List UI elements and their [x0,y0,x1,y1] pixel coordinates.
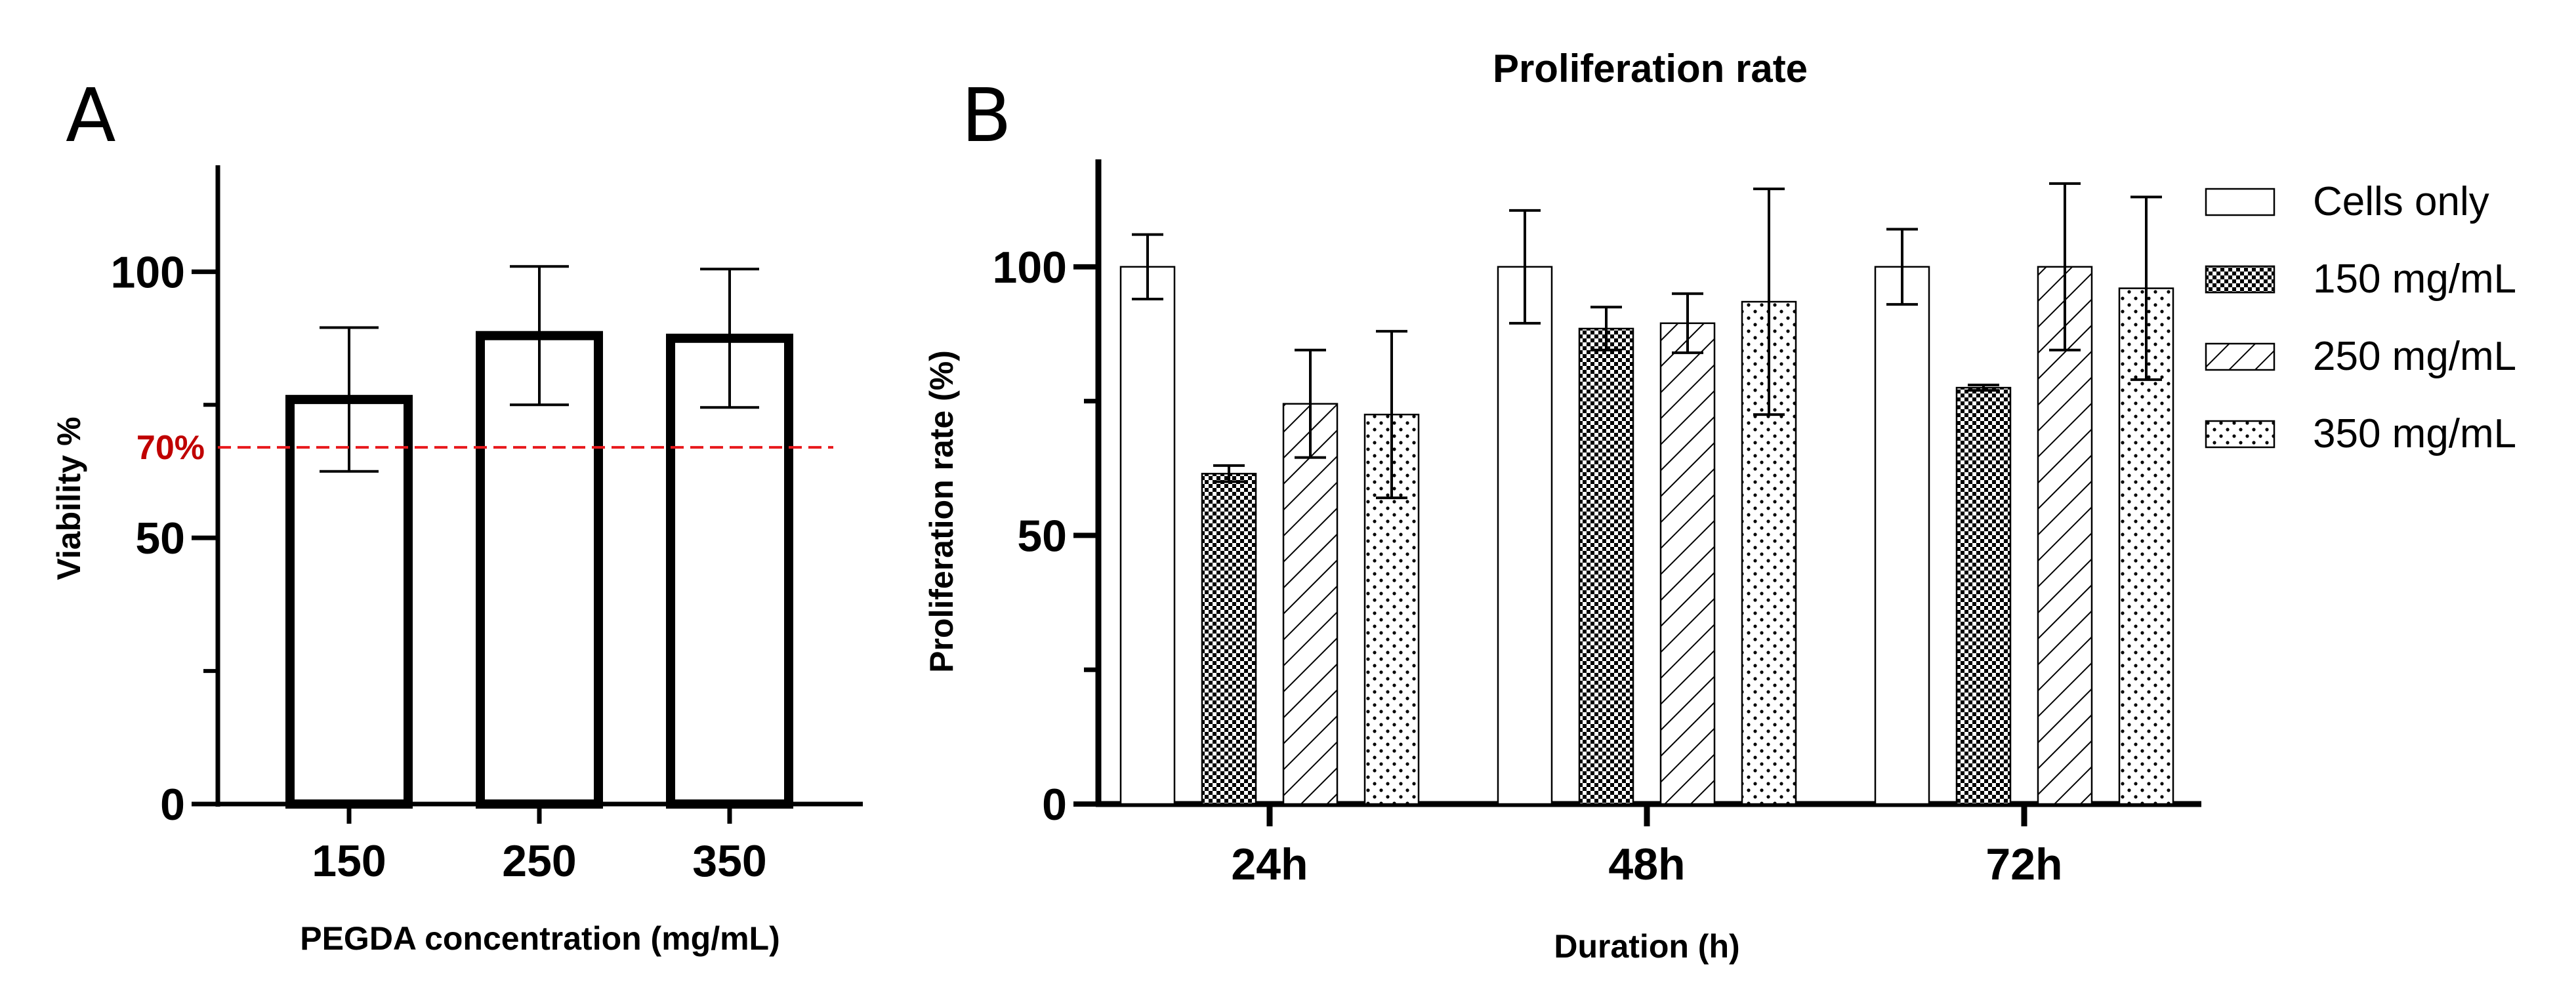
panel-b-ylabel: Proliferation rate (%) [923,350,960,673]
panel-a-xtick-label: 350 [692,836,766,886]
panel-b-bar [2037,266,2093,805]
legend-swatch [2205,420,2275,449]
panel-b-ytick-label: 50 [1017,511,1067,561]
legend-label: 350 mg/mL [2313,411,2516,456]
legend-swatch [2205,342,2275,371]
panel-b-xlabel: Duration (h) [1554,928,1739,965]
panel-a-ytick-label: 100 [111,247,185,297]
panel-b-bar [1874,266,1930,805]
panel-a-bar [666,333,793,809]
panel-b-xtick-label: 48h [1608,839,1685,889]
panel-b-title: Proliferation rate [1493,47,1808,91]
panel-a-bar [476,331,603,809]
panel-a-xtick-label: 150 [312,836,386,886]
panel-b-bar [1282,403,1339,805]
legend-label: Cells only [2313,179,2489,224]
panel-b-bar [1659,322,1716,805]
panel-a-letter: A [66,73,116,159]
panel-b-bar [1955,386,2012,805]
panel-b-xtick-label: 24h [1231,839,1308,889]
panel-a-xlabel: PEGDA concentration (mg/mL) [300,920,780,957]
legend-swatch [2205,265,2275,294]
legend-label: 250 mg/mL [2313,334,2516,379]
panel-b-xtick-label: 72h [1985,839,2062,889]
panel-b-letter: B [961,73,1012,159]
panel-b-ytick-label: 100 [993,243,1067,292]
panel-a-ylabel: Viability % [51,416,87,580]
reference-line-label: 70% [136,429,205,467]
plot-layer: 0 50 100 150 250 350 70% 0 50 100 24h 48h 72h Cells o… [111,159,2516,889]
panel-b-bar [1497,266,1553,805]
panel-a-ytick-label: 0 [160,780,185,830]
panel-b-bar [1578,327,1634,805]
panel-a-xtick-label: 250 [502,836,576,886]
panel-b-bar [1201,472,1257,805]
panel-a-ytick-label: 50 [135,514,185,563]
panel-b-bar [1119,266,1176,805]
panel-b-ytick-label: 0 [1042,780,1067,830]
legend-swatch [2205,188,2275,216]
legend-label: 150 mg/mL [2313,256,2516,302]
